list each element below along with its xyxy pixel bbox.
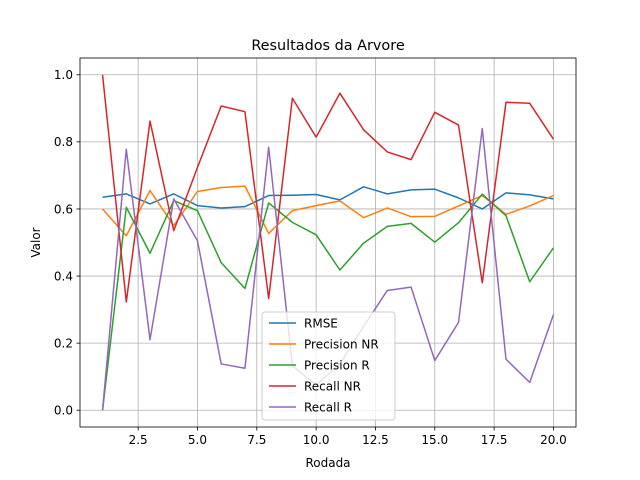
legend-label-rmse: RMSE [304,316,338,330]
series-line-rmse [102,186,554,210]
x-tick-label: 12.5 [362,433,389,447]
chart-title: Resultados da Arvore [251,38,405,54]
y-tick-label: 0.2 [54,336,73,350]
x-tick-label: 17.5 [481,433,508,447]
legend-label-recall-r: Recall R [304,400,352,414]
x-tick-label: 20.0 [540,433,567,447]
legend: RMSE Precision NR Precision R Recall NR Reca… [261,311,396,421]
x-tick-label: 5.0 [188,433,207,447]
legend-label-recall-nr: Recall NR [304,379,361,393]
y-tick-label: 1.0 [54,68,73,82]
plot-area-frame [79,57,577,428]
legend-label-precision-nr: Precision NR [304,337,379,351]
y-tick-label: 0.0 [54,404,73,418]
x-tick-label: 2.5 [129,433,148,447]
x-tick-label: 15.0 [421,433,448,447]
x-axis-ticks: 2.5 5.0 7.5 10.0 12.5 15.0 17.5 20.0 [129,427,567,447]
series-line-precision-r [101,193,555,411]
x-tick-label: 7.5 [247,433,266,447]
y-axis-ticks: 0.0 0.2 0.4 0.6 0.8 1.0 [54,68,80,418]
x-tick-label: 10.0 [303,433,330,447]
y-axis-label: Valor [29,227,43,257]
y-tick-label: 0.8 [54,135,73,149]
y-tick-label: 0.4 [54,269,73,283]
legend-label-precision-r: Precision R [304,358,370,372]
legend-box [261,311,396,421]
x-axis-label: Rodada [305,456,350,470]
y-tick-label: 0.6 [54,202,73,216]
series-line-recall-nr [101,74,555,303]
